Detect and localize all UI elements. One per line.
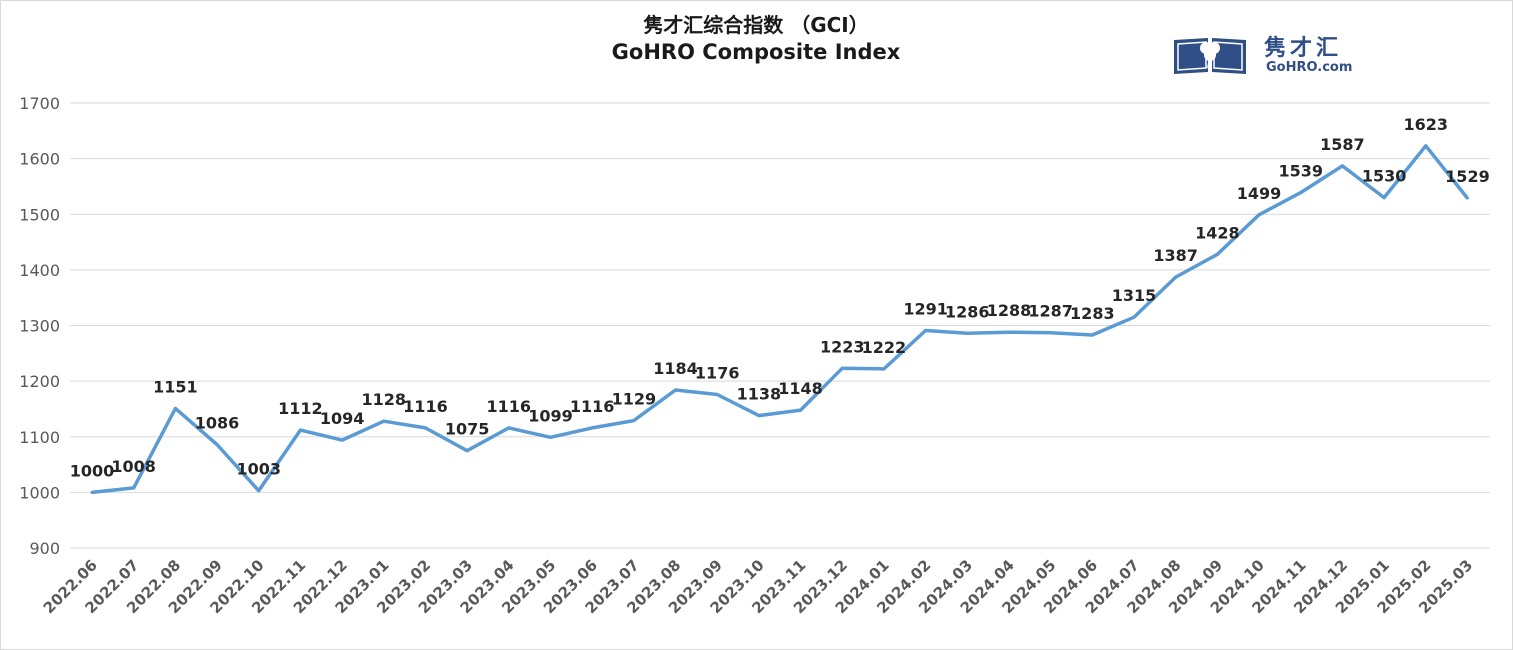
- chart-title: 隽才汇综合指数 （GCI）: [643, 13, 869, 37]
- data-label: 1099: [528, 406, 573, 425]
- data-point: [1382, 196, 1386, 200]
- data-point: [1174, 275, 1178, 279]
- data-label: 1128: [361, 390, 406, 409]
- series-layer: [90, 144, 1469, 495]
- data-point: [382, 419, 386, 423]
- data-label: 1288: [987, 301, 1032, 320]
- data-label: 1499: [1237, 184, 1282, 203]
- data-label: 1116: [403, 397, 448, 416]
- data-label: 1151: [153, 377, 198, 396]
- data-label: 1184: [653, 359, 698, 378]
- data-point: [674, 388, 678, 392]
- data-label: 1008: [111, 457, 156, 476]
- data-point: [507, 426, 511, 430]
- data-point: [257, 489, 261, 493]
- data-label: 1112: [278, 399, 323, 418]
- data-label: 1529: [1445, 167, 1490, 186]
- data-point: [1465, 196, 1469, 200]
- data-point: [423, 426, 427, 430]
- data-label: 1287: [1028, 302, 1073, 321]
- data-point: [1132, 315, 1136, 319]
- data-point: [173, 406, 177, 410]
- chart-subtitle: GoHRO Composite Index: [611, 40, 901, 64]
- data-point: [632, 419, 636, 423]
- data-label: 1003: [236, 460, 281, 479]
- data-label: 1222: [862, 338, 907, 357]
- data-point: [590, 426, 594, 430]
- chart-title-block: 隽才汇综合指数 （GCI） GoHRO Composite Index: [456, 12, 1056, 66]
- y-tick-label: 1200: [19, 372, 60, 391]
- data-label: 1075: [445, 420, 490, 439]
- data-label: 1116: [570, 397, 615, 416]
- data-point: [1215, 252, 1219, 256]
- y-tick-label: 900: [29, 539, 60, 558]
- data-point: [1299, 191, 1303, 195]
- data-label: 1428: [1195, 223, 1240, 242]
- data-label: 1116: [487, 397, 532, 416]
- data-point: [757, 414, 761, 418]
- gridlines: [70, 102, 1490, 549]
- logo-english-text: GoHRO.com: [1266, 60, 1353, 75]
- data-label: 1530: [1362, 167, 1407, 186]
- data-point: [548, 435, 552, 439]
- logo-chinese-text: 隽才汇: [1264, 36, 1343, 61]
- data-point: [90, 490, 94, 494]
- data-label: 1539: [1278, 162, 1323, 181]
- data-point: [840, 366, 844, 370]
- data-point: [965, 331, 969, 335]
- data-label: 1291: [903, 300, 948, 319]
- y-axis-ticks: 900 1000 1100 1200 1300 1400 1500 1600 1700: [19, 94, 60, 558]
- gohro-logo: 隽才汇 GoHRO.com: [1170, 30, 1410, 80]
- y-tick-label: 1400: [19, 261, 60, 280]
- data-point: [1049, 331, 1053, 335]
- data-point: [1340, 164, 1344, 168]
- series-line: [91, 144, 1469, 495]
- data-label: 1387: [1153, 246, 1198, 265]
- data-label: 1283: [1070, 304, 1115, 323]
- data-label: 1148: [778, 379, 823, 398]
- data-point: [715, 392, 719, 396]
- y-tick-label: 1100: [19, 428, 60, 447]
- data-label: 1094: [320, 409, 365, 428]
- data-point: [799, 408, 803, 412]
- y-tick-label: 1000: [19, 483, 60, 502]
- data-point: [465, 449, 469, 453]
- data-point: [1257, 213, 1261, 217]
- x-axis-ticks: 2022.062022.072022.082022.092022.102022.…: [40, 556, 1476, 617]
- data-point: [298, 428, 302, 432]
- data-point: [1090, 333, 1094, 337]
- y-tick-label: 1700: [19, 94, 60, 113]
- y-tick-label: 1300: [19, 317, 60, 336]
- data-label: 1138: [737, 385, 782, 404]
- data-point: [1424, 144, 1428, 148]
- data-point: [340, 438, 344, 442]
- y-tick-label: 1500: [19, 205, 60, 224]
- data-point: [1007, 330, 1011, 334]
- data-label: 1623: [1403, 115, 1448, 134]
- data-label: 1587: [1320, 135, 1365, 154]
- data-labels: 1000100811511086100311121094112811161075…: [70, 115, 1490, 481]
- data-point: [132, 486, 136, 490]
- y-tick-label: 1600: [19, 150, 60, 169]
- data-label: 1286: [945, 302, 990, 321]
- data-point: [215, 443, 219, 447]
- data-label: 1000: [70, 461, 115, 480]
- data-point: [882, 367, 886, 371]
- data-label: 1176: [695, 363, 740, 382]
- book-clover-icon: [1174, 38, 1246, 74]
- data-label: 1129: [612, 390, 657, 409]
- data-point: [924, 329, 928, 333]
- data-label: 1223: [820, 337, 865, 356]
- data-label: 1315: [1112, 286, 1157, 305]
- data-label: 1086: [195, 414, 240, 433]
